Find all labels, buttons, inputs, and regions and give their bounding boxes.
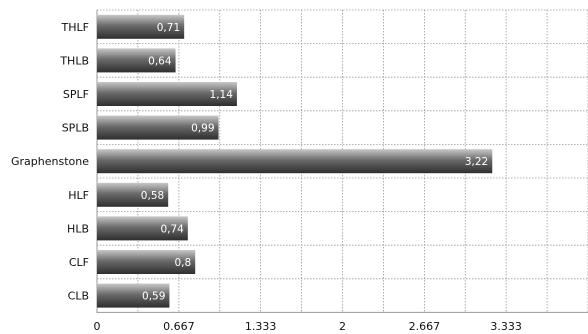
- data-label-clb: 0,59: [142, 291, 165, 303]
- data-label-thlf: 0,71: [157, 22, 180, 34]
- bar-hlb: [97, 216, 188, 241]
- bar-hlf: [97, 182, 169, 207]
- data-label-hlf: 0,58: [141, 190, 164, 202]
- bar-thlf: [97, 14, 185, 39]
- bar-splf: [97, 82, 237, 106]
- category-label-splb: SPLB: [62, 122, 89, 135]
- data-label-graphenstone: 3,22: [465, 156, 488, 168]
- x-tick-label: 3.333: [490, 320, 522, 333]
- bar-splb: [97, 115, 219, 140]
- data-label-clf: 0,8: [174, 257, 191, 269]
- data-label-splb: 0,99: [191, 123, 214, 135]
- data-label-hlb: 0,74: [160, 223, 184, 235]
- category-label-hlb: HLB: [67, 222, 89, 235]
- category-label-thlf: THLF: [61, 21, 89, 34]
- x-tick-label: 0: [94, 320, 101, 333]
- bar-clb: [97, 283, 170, 308]
- data-label-splf: 1,14: [210, 89, 234, 101]
- category-label-clb: CLB: [68, 290, 89, 303]
- x-tick-label: 0.667: [163, 320, 195, 333]
- data-label-thlb: 0,64: [148, 55, 172, 67]
- x-tick-label: 2: [339, 320, 346, 333]
- category-label-clf: CLF: [69, 256, 89, 269]
- category-label-thlb: THLB: [59, 54, 89, 67]
- x-axis-tick-labels: 0 0.667 1.333 2 2.667 3.333: [94, 320, 522, 333]
- bars: 0,71 0,64 1,14 0,99 3,22 0,58 0,74 0,8 0,59: [97, 14, 493, 308]
- bar-graphenstone: [97, 149, 493, 174]
- category-label-graphenstone: Graphenstone: [11, 155, 89, 168]
- x-tick-label: 1.333: [245, 320, 277, 333]
- bar-clf: [97, 250, 196, 274]
- bar-thlb: [97, 48, 176, 73]
- category-labels: THLF THLB SPLF SPLB Graphenstone HLF HLB CLF CLB: [11, 21, 89, 303]
- category-label-splf: SPLF: [63, 88, 89, 101]
- x-tick-label: 2.667: [409, 320, 441, 333]
- category-label-hlf: HLF: [68, 189, 89, 202]
